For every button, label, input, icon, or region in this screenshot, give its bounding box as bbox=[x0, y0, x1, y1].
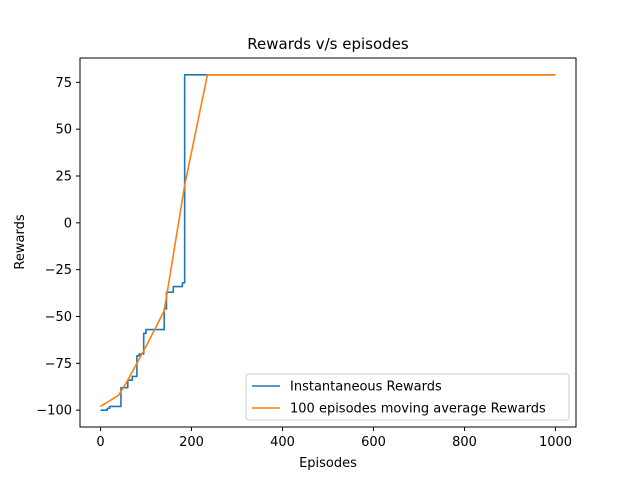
y-tick-label: −25 bbox=[45, 263, 72, 278]
x-axis-ticks: 0 200 400 600 800 1000 bbox=[96, 427, 572, 450]
legend: Instantaneous Rewards 100 episodes moving… bbox=[245, 373, 570, 421]
legend-label-1: Instantaneous Rewards bbox=[290, 380, 442, 395]
x-tick-label: 1000 bbox=[539, 435, 572, 450]
y-tick-label: −100 bbox=[36, 404, 72, 419]
x-tick-label: 800 bbox=[452, 435, 477, 450]
legend-label-2: 100 episodes moving average Rewards bbox=[290, 402, 546, 417]
x-tick-label: 400 bbox=[270, 435, 295, 450]
plot-frame bbox=[79, 57, 577, 428]
x-tick-label: 200 bbox=[179, 435, 204, 450]
series-layer bbox=[100, 74, 556, 411]
series-line-2 bbox=[100, 74, 556, 408]
y-axis-ticks: −100 −75 −50 −25 0 25 50 75 bbox=[36, 76, 80, 419]
y-axis-label: Rewards bbox=[13, 214, 28, 269]
y-tick-label: 25 bbox=[55, 170, 72, 185]
x-tick-label: 600 bbox=[361, 435, 386, 450]
x-tick-label: 0 bbox=[96, 435, 104, 450]
x-axis-label: Episodes bbox=[299, 456, 357, 471]
plot-area bbox=[80, 58, 576, 427]
y-tick-label: −50 bbox=[45, 310, 72, 325]
y-tick-label: −75 bbox=[45, 357, 72, 372]
legend-box bbox=[245, 373, 570, 421]
y-tick-label: 50 bbox=[55, 123, 72, 138]
chart-title: Rewards v/s episodes bbox=[247, 35, 409, 53]
y-tick-label: 0 bbox=[64, 216, 72, 231]
y-tick-label: 75 bbox=[55, 76, 72, 91]
